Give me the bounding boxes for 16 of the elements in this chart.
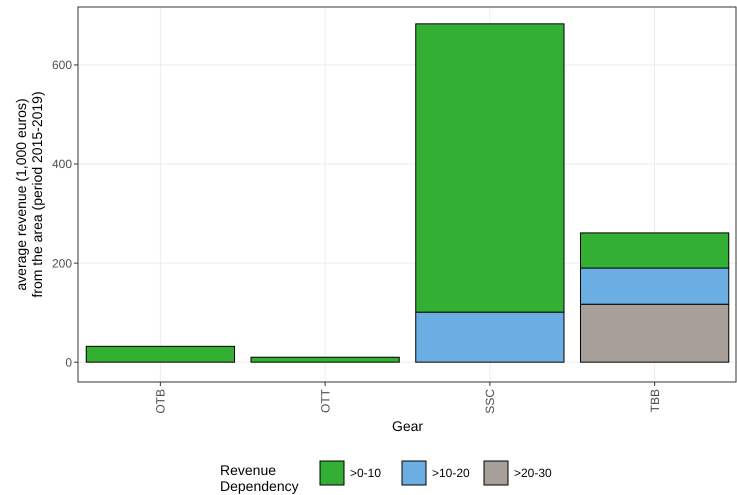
y-tick-label: 200 <box>52 256 72 270</box>
legend-title: Revenue Dependency <box>220 462 299 494</box>
y-tick-label: 0 <box>65 355 72 370</box>
x-tick-label: OTT <box>318 388 332 413</box>
y-axis-title: average revenue (1,000 euros) from the area (period 2015-2019) <box>13 91 45 298</box>
bar <box>86 346 236 363</box>
x-tick-label: OTB <box>154 389 168 414</box>
y-tick-label: 600 <box>52 58 72 72</box>
legend-label: >20-30 <box>514 466 552 480</box>
x-tick-label: TBB <box>648 389 662 412</box>
x-axis-title: Gear <box>392 418 424 434</box>
bar <box>250 356 400 363</box>
legend-label: >0-10 <box>350 466 382 480</box>
y-tick-label: 400 <box>52 157 72 172</box>
legend-label: >10-20 <box>432 466 470 480</box>
x-tick-label: SSC <box>483 388 498 414</box>
